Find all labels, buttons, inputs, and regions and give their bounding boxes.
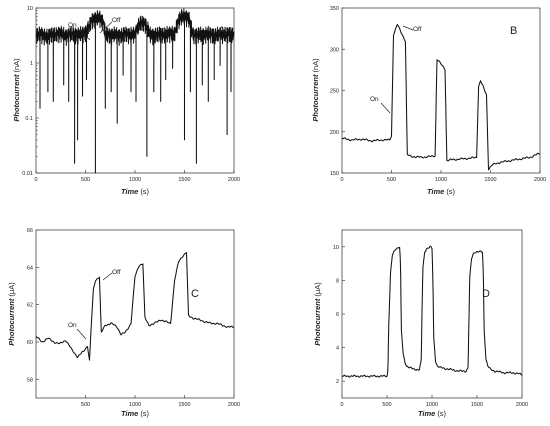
x-tick-label-d: 1000 bbox=[426, 402, 438, 408]
x-tick-label-c: 500 bbox=[81, 402, 90, 408]
ticks-a: 0 500 1000 1500 2000 0.01 0.1 1 10 bbox=[22, 6, 240, 183]
panel-d: 0 500 1000 1500 2000 2 4 6 8 10 D Time (s) Photocu… bbox=[313, 229, 528, 418]
y-tick-label-d: 10 bbox=[333, 245, 339, 251]
panel-b: 0 500 1000 1500 2000 150 200 250 300 350 B On Off… bbox=[311, 6, 546, 196]
y-tick-label-d: 2 bbox=[336, 379, 339, 385]
y-axis-label-b: Photocurrent(nA) bbox=[311, 58, 320, 122]
x-axis-label-b: Time (s) bbox=[427, 187, 456, 196]
arrow-off-c bbox=[102, 272, 113, 281]
panel-label-d: D bbox=[482, 288, 490, 300]
y-tick-label-b: 150 bbox=[330, 171, 339, 177]
y-tick-label-b: 250 bbox=[330, 89, 339, 95]
y-tick-label-a: 10 bbox=[27, 6, 33, 12]
annotation-off-b: Off bbox=[413, 26, 422, 33]
x-tick-label-b: 1000 bbox=[435, 177, 447, 183]
y-tick-label-a: 0.01 bbox=[22, 171, 33, 177]
x-tick-label-a: 1000 bbox=[129, 177, 141, 183]
y-tick-label-a: 1 bbox=[30, 61, 33, 67]
y-axis-name-d: Photocurrent bbox=[313, 298, 322, 346]
data-line-b bbox=[341, 23, 541, 171]
y-axis-unit-c: (μA) bbox=[7, 282, 16, 297]
y-axis-unit-a: (nA) bbox=[12, 58, 21, 73]
panel-label-b: B bbox=[510, 25, 517, 37]
ticks-b: 0 500 1000 1500 2000 150 200 250 300 350 bbox=[330, 6, 546, 183]
y-tick-label-d: 4 bbox=[336, 346, 339, 352]
x-tick-label-c: 2000 bbox=[228, 402, 240, 408]
y-axis-name-b: Photocurrent bbox=[311, 74, 320, 122]
x-axis-unit-d: (s) bbox=[437, 409, 446, 418]
x-tick-label-a: 2000 bbox=[228, 177, 240, 183]
y-axis-label-d: Photocurrent(μA) bbox=[313, 282, 322, 346]
x-axis-unit-c: (s) bbox=[140, 409, 149, 418]
panel-a: 0 500 1000 1500 2000 0.01 0.1 1 10 A On Off Time… bbox=[12, 6, 240, 196]
y-tick-label-c: 64 bbox=[27, 265, 33, 271]
x-tick-label-c: 1500 bbox=[178, 402, 190, 408]
y-tick-label-b: 200 bbox=[330, 130, 339, 136]
y-tick-label-c: 60 bbox=[27, 340, 33, 346]
arrow-off-a bbox=[99, 21, 113, 34]
y-tick-label-c: 58 bbox=[27, 377, 33, 383]
arrow-on-a bbox=[77, 28, 91, 41]
y-tick-label-d: 8 bbox=[336, 278, 339, 284]
arrow-on-c bbox=[76, 328, 87, 340]
y-axis-unit-b: (nA) bbox=[311, 58, 320, 73]
data-line-c bbox=[35, 251, 235, 361]
y-tick-label-d: 6 bbox=[336, 312, 339, 318]
x-axis-name-d: Time bbox=[418, 409, 435, 418]
x-tick-label-b: 2000 bbox=[534, 177, 546, 183]
x-tick-label-b: 500 bbox=[387, 177, 396, 183]
x-tick-label-b: 0 bbox=[340, 177, 343, 183]
x-axis-name-c: Time bbox=[121, 409, 138, 418]
y-tick-label-c: 62 bbox=[27, 303, 33, 309]
x-tick-label-a: 1500 bbox=[178, 177, 190, 183]
x-tick-label-d: 2000 bbox=[516, 402, 528, 408]
x-tick-label-a: 500 bbox=[81, 177, 90, 183]
x-tick-label-b: 1500 bbox=[484, 177, 496, 183]
x-tick-label-d: 500 bbox=[382, 402, 391, 408]
x-axis-label-c: Time (s) bbox=[121, 409, 150, 418]
x-tick-label-c: 1000 bbox=[129, 402, 141, 408]
y-axis-unit-d: (μA) bbox=[313, 282, 322, 297]
arrow-off-b bbox=[402, 25, 414, 31]
ticks-d: 0 500 1000 1500 2000 2 4 6 8 10 bbox=[333, 245, 528, 408]
x-axis-unit-b: (s) bbox=[446, 187, 455, 196]
x-tick-label-d: 0 bbox=[340, 402, 343, 408]
annotation-on-a: On bbox=[68, 22, 77, 29]
x-axis-label-a: Time (s) bbox=[121, 187, 150, 196]
y-tick-label-c: 66 bbox=[27, 228, 33, 234]
annotation-on-b: On bbox=[370, 96, 379, 103]
annotation-on-c: On bbox=[68, 322, 77, 329]
annotation-off-c: Off bbox=[112, 269, 121, 276]
plot-frame-c bbox=[35, 229, 235, 399]
x-tick-label-d: 1500 bbox=[471, 402, 483, 408]
y-tick-label-b: 300 bbox=[330, 47, 339, 53]
data-line-d bbox=[341, 245, 523, 378]
panel-label-a: A bbox=[218, 25, 226, 37]
x-tick-label-a: 0 bbox=[34, 177, 37, 183]
y-axis-name-c: Photocurrent bbox=[7, 298, 16, 346]
annotation-off-a: Off bbox=[112, 17, 121, 24]
x-axis-unit-a: (s) bbox=[140, 187, 149, 196]
y-tick-label-a: 0.1 bbox=[25, 116, 33, 122]
ticks-c: 500 1000 1500 2000 58 60 62 64 66 bbox=[27, 228, 240, 408]
y-axis-label-a: Photocurrent(nA) bbox=[12, 58, 21, 122]
data-line-a bbox=[35, 8, 235, 174]
arrow-on-b bbox=[380, 102, 391, 114]
y-tick-label-b: 350 bbox=[330, 6, 339, 12]
y-axis-name-a: Photocurrent bbox=[12, 74, 21, 122]
x-axis-name-b: Time bbox=[427, 187, 444, 196]
x-axis-name-a: Time bbox=[121, 187, 138, 196]
x-axis-label-d: Time (s) bbox=[418, 409, 447, 418]
panel-label-c: C bbox=[191, 288, 199, 300]
y-axis-label-c: Photocurrent(μA) bbox=[7, 282, 16, 346]
